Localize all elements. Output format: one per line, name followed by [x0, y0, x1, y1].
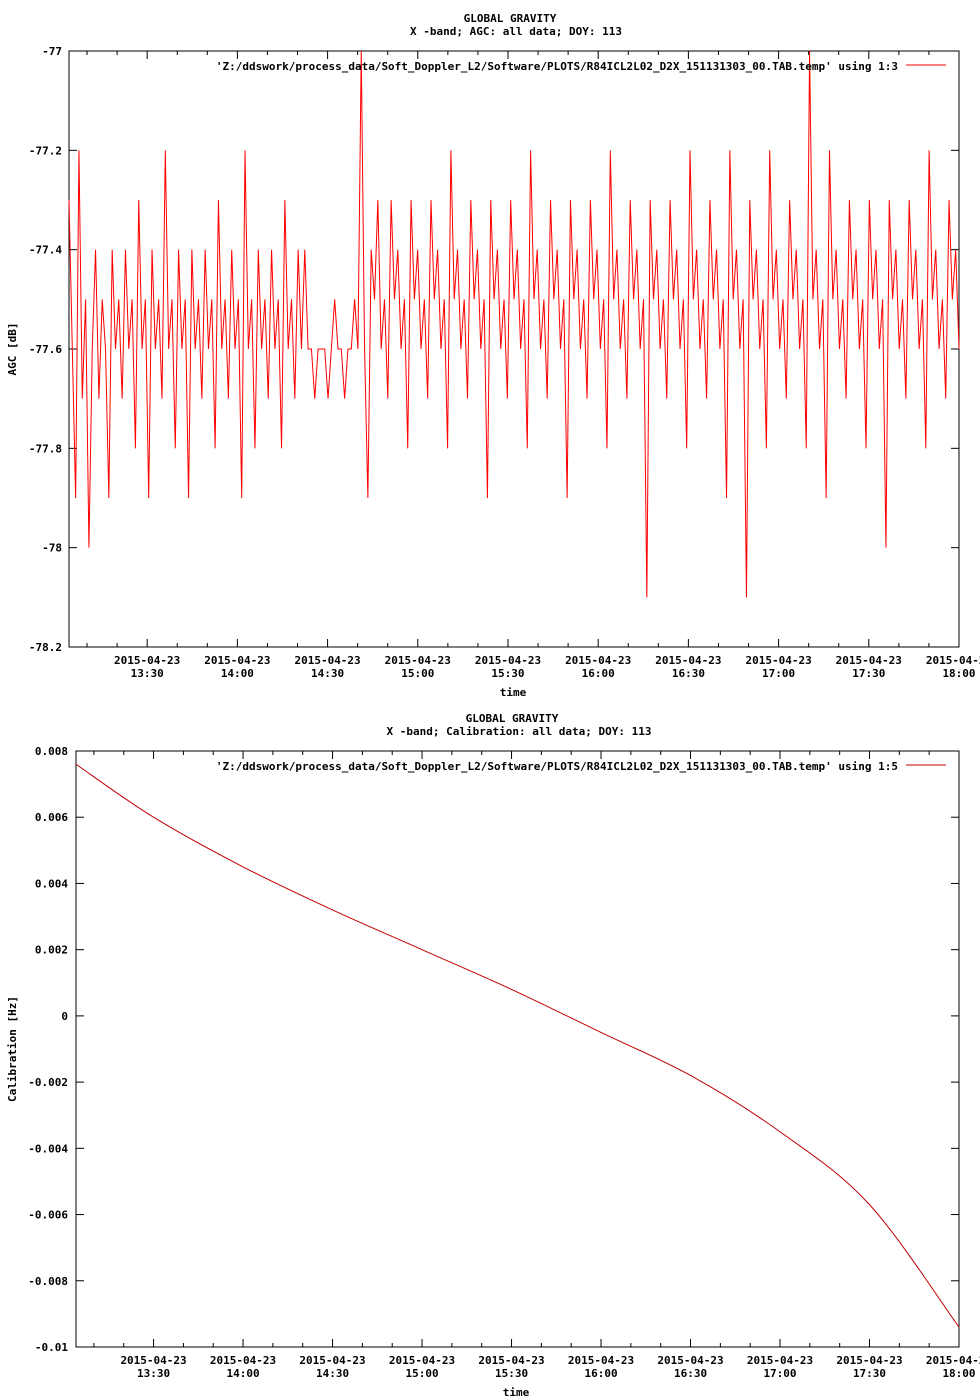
agc-x-axis-label: time	[500, 686, 527, 699]
calibration-x-tick-date: 2015-04-23	[478, 1354, 544, 1367]
calibration-y-tick-label: 0	[61, 1010, 68, 1023]
agc-x-tick-time: 16:30	[672, 667, 705, 680]
agc-x-tick-date: 2015-04-23	[294, 654, 360, 667]
agc-y-tick-label: -77.2	[29, 144, 62, 157]
calibration-x-tick-date: 2015-04-23	[568, 1354, 634, 1367]
agc-y-tick-label: -78.2	[29, 641, 62, 654]
calibration-x-tick-date: 2015-04-23	[747, 1354, 813, 1367]
calibration-x-tick-date: 2015-04-23	[389, 1354, 455, 1367]
agc-x-tick-date: 2015-04-23	[114, 654, 180, 667]
agc-x-tick-date: 2015-04-23	[475, 654, 541, 667]
calibration-x-tick-date: 2015-04-23	[120, 1354, 186, 1367]
calibration-x-axis-label: time	[503, 1386, 530, 1399]
agc-x-tick-date: 2015-04-23	[926, 654, 980, 667]
calibration-x-tick-time: 17:00	[763, 1367, 796, 1380]
calibration-y-tick-label: -0.004	[28, 1142, 68, 1155]
agc-x-axis: 2015-04-2313:302015-04-2314:002015-04-23…	[86, 51, 980, 680]
agc-y-axis-label: AGC [dB]	[6, 323, 19, 376]
agc-x-tick-date: 2015-04-23	[836, 654, 902, 667]
calibration-x-axis: 2015-04-2313:302015-04-2314:002015-04-23…	[93, 751, 980, 1380]
agc-y-tick-label: -77.8	[29, 442, 62, 455]
calibration-x-tick-time: 16:30	[674, 1367, 707, 1380]
agc-series-line	[68, 50, 960, 598]
calibration-x-tick-time: 13:30	[137, 1367, 170, 1380]
agc-y-tick-label: -78	[42, 542, 62, 555]
agc-y-tick-label: -77	[42, 45, 62, 58]
calibration-x-tick-date: 2015-04-23	[657, 1354, 723, 1367]
agc-y-tick-label: -77.4	[29, 244, 62, 257]
calibration-legend-label: 'Z:/ddswork/process_data/Soft_Doppler_L2…	[216, 760, 898, 773]
calibration-x-tick-time: 18:00	[942, 1367, 975, 1380]
calibration-y-tick-label: -0.01	[35, 1341, 68, 1354]
agc-x-tick-time: 13:30	[131, 667, 164, 680]
agc-chart-title: GLOBAL GRAVITY	[464, 12, 557, 25]
agc-y-tick-label: -77.6	[29, 343, 62, 356]
calibration-chart: GLOBAL GRAVITY X -band; Calibration: all…	[6, 712, 980, 1399]
calibration-x-tick-time: 14:30	[316, 1367, 349, 1380]
calibration-x-tick-date: 2015-04-23	[299, 1354, 365, 1367]
calibration-y-tick-label: -0.008	[28, 1275, 68, 1288]
calibration-x-tick-time: 15:00	[405, 1367, 438, 1380]
agc-x-tick-date: 2015-04-23	[745, 654, 811, 667]
calibration-x-tick-date: 2015-04-23	[926, 1354, 980, 1367]
agc-x-tick-date: 2015-04-23	[565, 654, 631, 667]
agc-x-tick-time: 15:30	[491, 667, 524, 680]
agc-chart: GLOBAL GRAVITY X -band; AGC: all data; D…	[6, 12, 980, 699]
agc-x-tick-time: 17:30	[852, 667, 885, 680]
calibration-y-axis-label: Calibration [Hz]	[6, 996, 19, 1102]
calibration-plot-frame	[75, 750, 960, 1348]
agc-x-tick-date: 2015-04-23	[655, 654, 721, 667]
agc-y-axis: -77 -77.2 -77.4 -77.6 -77.8 -78 -78.2	[29, 45, 959, 654]
calibration-y-tick-label: -0.002	[28, 1076, 68, 1089]
calibration-y-tick-label: -0.006	[28, 1209, 68, 1222]
agc-x-tick-date: 2015-04-23	[385, 654, 451, 667]
agc-x-tick-date: 2015-04-23	[204, 654, 270, 667]
calibration-x-tick-time: 16:00	[584, 1367, 617, 1380]
agc-x-tick-time: 17:00	[762, 667, 795, 680]
agc-x-tick-time: 14:30	[311, 667, 344, 680]
calibration-y-tick-label: 0.002	[35, 944, 68, 957]
calibration-x-tick-date: 2015-04-23	[210, 1354, 276, 1367]
calibration-chart-title: GLOBAL GRAVITY	[466, 712, 559, 725]
agc-x-tick-time: 16:00	[582, 667, 615, 680]
calibration-series-line	[75, 763, 960, 1328]
agc-x-tick-time: 14:00	[221, 667, 254, 680]
calibration-x-tick-time: 14:00	[226, 1367, 259, 1380]
agc-x-tick-time: 15:00	[401, 667, 434, 680]
calibration-x-tick-date: 2015-04-23	[836, 1354, 902, 1367]
calibration-chart-subtitle: X -band; Calibration: all data; DOY: 113	[387, 725, 652, 738]
calibration-y-axis: 0.008 0.006 0.004 0.002 0 -0.002 -0.004 -0.006 -…	[28, 745, 959, 1354]
agc-legend-label: 'Z:/ddswork/process_data/Soft_Doppler_L2…	[216, 60, 898, 73]
calibration-y-tick-label: 0.006	[35, 811, 68, 824]
agc-x-tick-time: 18:00	[942, 667, 975, 680]
calibration-y-tick-label: 0.004	[35, 877, 68, 890]
agc-chart-subtitle: X -band; AGC: all data; DOY: 113	[410, 25, 622, 38]
calibration-y-tick-label: 0.008	[35, 745, 68, 758]
calibration-x-tick-time: 15:30	[495, 1367, 528, 1380]
calibration-x-tick-time: 17:30	[853, 1367, 886, 1380]
